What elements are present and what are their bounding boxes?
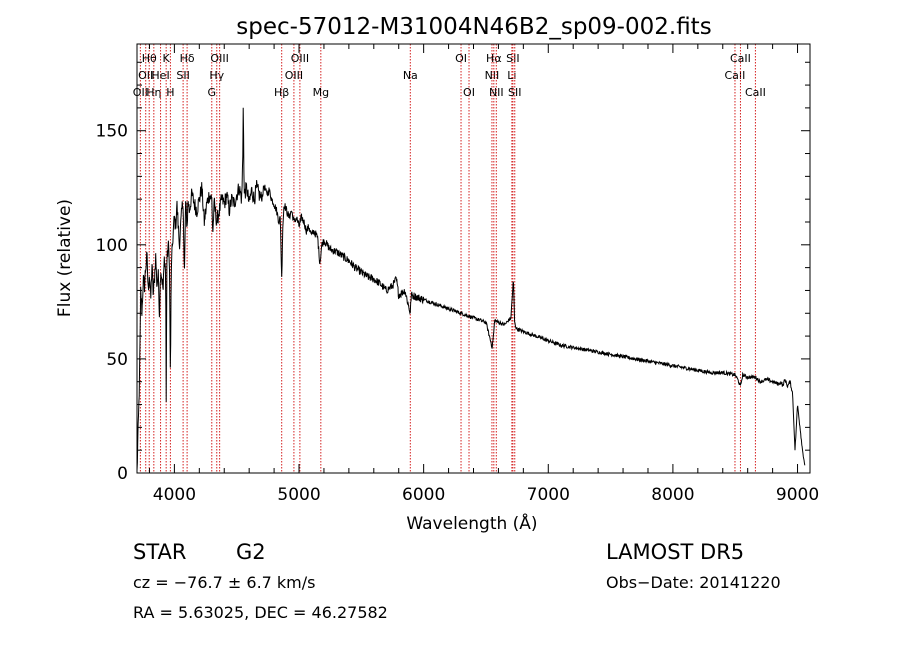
line-label-13: OIII — [285, 69, 303, 82]
line-label-15: Mg — [313, 86, 329, 99]
line-label-20: Hα — [486, 52, 502, 65]
y-tick-label-1: 50 — [106, 350, 128, 370]
line-label-5: K — [163, 52, 171, 65]
line-label-3: Hη — [146, 86, 161, 99]
line-markers: OIIOIIHθHηHeIKHSIIHδGHγOIIIHβOIIIOIIIMgN… — [133, 44, 766, 473]
line-label-24: SII — [508, 86, 521, 99]
object-class: STAR — [133, 540, 187, 564]
line-label-18: OI — [463, 86, 475, 99]
y-axis-label: Flux (relative) — [55, 199, 75, 317]
x-tick-label-4: 8000 — [651, 485, 694, 505]
x-tick-label-2: 6000 — [402, 485, 445, 505]
y-tick-label-0: 0 — [117, 464, 128, 484]
chart-title: spec-57012-M31004N46B2_sp09-002.fits — [236, 14, 711, 40]
line-label-27: CaII — [745, 86, 766, 99]
line-label-9: G — [208, 86, 217, 99]
spectrum-line — [136, 107, 806, 471]
survey-name: LAMOST DR5 — [606, 540, 745, 564]
x-tick-label-5: 9000 — [776, 485, 819, 505]
x-tick-label-1: 5000 — [277, 485, 320, 505]
line-label-12: Hβ — [274, 86, 289, 99]
line-label-7: SII — [176, 69, 189, 82]
line-label-4: HeI — [151, 69, 169, 82]
plot-frame — [136, 43, 811, 474]
line-label-17: OI — [455, 52, 467, 65]
x-axis: 4000 5000 6000 7000 8000 9000 — [148, 44, 819, 505]
line-label-26: CaII — [730, 52, 751, 65]
line-label-11: OIII — [210, 52, 228, 65]
line-label-2: Hθ — [142, 52, 157, 65]
redshift-velocity: cz = −76.7 ± 6.7 km/s — [133, 573, 316, 592]
y-tick-label-2: 100 — [96, 236, 128, 256]
y-tick-label-3: 150 — [96, 122, 128, 142]
line-label-23: SII — [506, 52, 519, 65]
line-label-16: Na — [403, 69, 418, 82]
line-label-21: NII — [489, 86, 504, 99]
line-label-19: NII — [485, 69, 500, 82]
line-label-22: Li — [507, 69, 516, 82]
line-label-10: Hγ — [209, 69, 224, 82]
x-axis-label: Wavelength (Å) — [406, 512, 537, 534]
line-label-8: Hδ — [180, 52, 195, 65]
line-label-14: OIII — [291, 52, 309, 65]
x-tick-label-0: 4000 — [153, 485, 196, 505]
subclass: G2 — [236, 540, 266, 564]
line-label-6: H — [166, 86, 174, 99]
observation-date: Obs−Date: 20141220 — [606, 573, 781, 592]
y-axis: 0 50 100 150 — [96, 61, 810, 484]
x-tick-label-3: 7000 — [527, 485, 570, 505]
coordinates: RA = 5.63025, DEC = 46.27582 — [133, 603, 388, 622]
line-label-25: CaII — [725, 69, 746, 82]
